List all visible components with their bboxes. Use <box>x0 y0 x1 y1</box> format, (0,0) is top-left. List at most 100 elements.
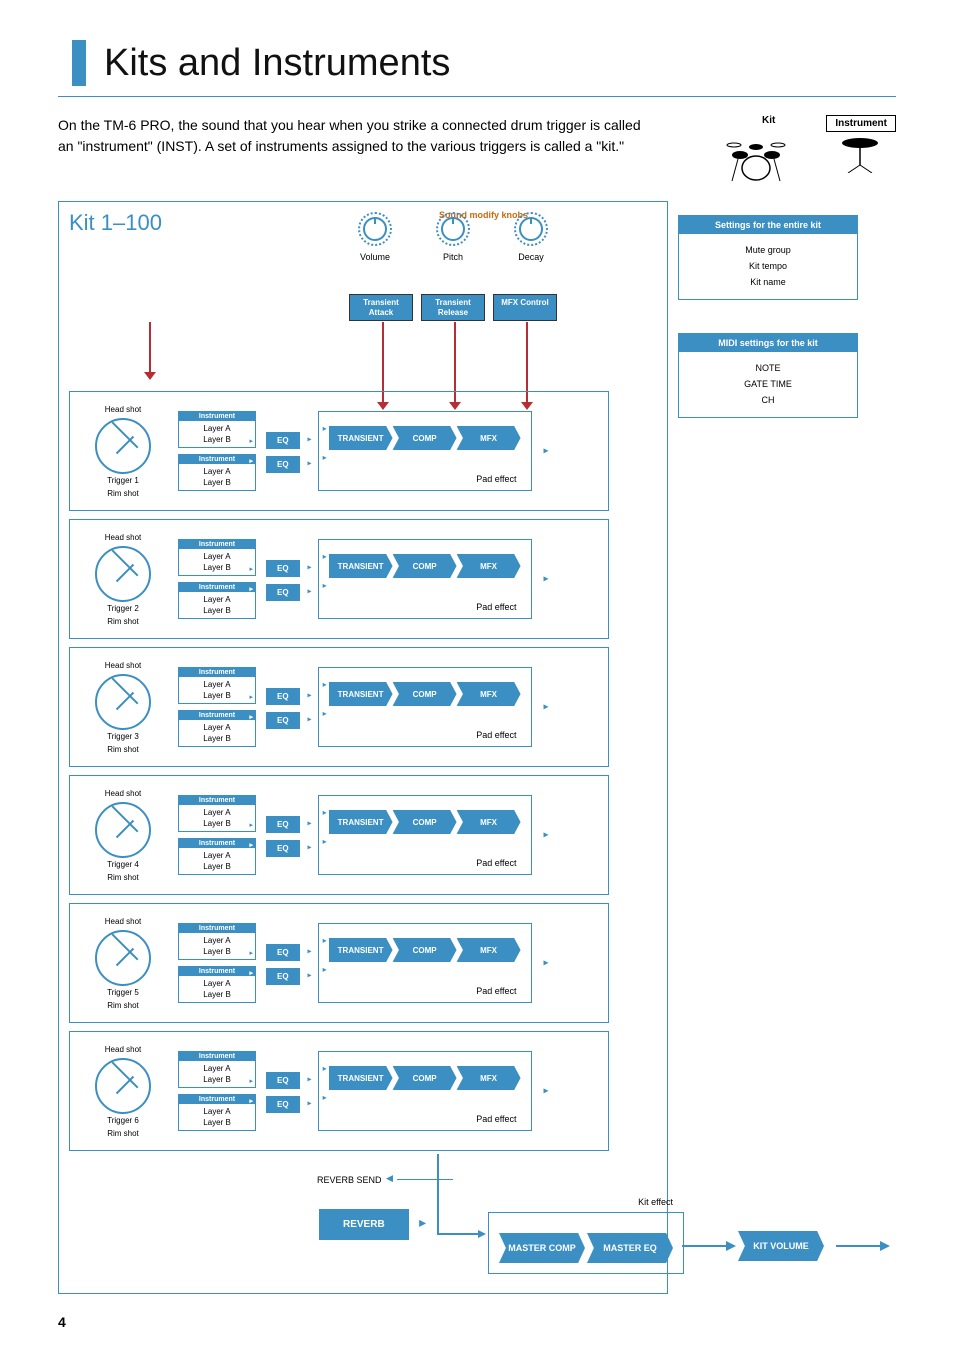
triangle-icon: ▸ <box>323 552 327 561</box>
eq-box: EQ <box>266 944 300 961</box>
flow-line-icon <box>428 1154 488 1264</box>
transient-chevron: TRANSIENT <box>329 1066 393 1090</box>
out-triangle-icon: ▸ <box>544 1086 549 1097</box>
reverb-box: REVERB <box>319 1209 409 1240</box>
page: Kits and Instruments On the TM-6 PRO, th… <box>0 0 954 1350</box>
head-shot-label: Head shot <box>78 1045 168 1054</box>
out-triangle-icon: ▸ <box>544 702 549 713</box>
pad-effect-label: Pad effect <box>329 1114 521 1124</box>
master-comp-chevron: MASTER COMP <box>499 1233 585 1263</box>
eq-box: EQ <box>266 584 300 601</box>
out-triangle-icon: ▸ <box>544 574 549 585</box>
pad-effect-box: ▸ ▸ TRANSIENT COMP MFX Pad effect ▸ <box>318 1051 532 1131</box>
trigger-pad-icon <box>95 674 151 730</box>
triangle-icon: ▸ <box>308 819 312 828</box>
trigger-pad-icon <box>95 802 151 858</box>
mfx-chevron: MFX <box>457 938 521 962</box>
triangle-icon: ▸ <box>323 936 327 945</box>
pad-effect-box: ▸ ▸ TRANSIENT COMP MFX Pad effect ▸ <box>318 539 532 619</box>
mfx-chevron: MFX <box>457 554 521 578</box>
page-number: 4 <box>58 1314 896 1330</box>
right-arrow-icon <box>682 1236 736 1256</box>
instrument-layers: Layer ALayer B <box>179 592 255 618</box>
trigger-pad-col: Head shot Trigger 6 Rim shot <box>78 1045 168 1138</box>
mfx-chevron: MFX <box>457 1066 521 1090</box>
triangle-icon: ▸ <box>249 1097 253 1105</box>
trigger-pad-icon <box>95 418 151 474</box>
midi-panel: MIDI settings for the kit NOTE GATE TIME… <box>678 333 858 418</box>
instrument-column: Instrument Layer ALayer B ▸ Instrument▸ … <box>178 795 256 876</box>
triangle-icon: ▸ <box>323 1093 327 1102</box>
instrument-layers: Layer ALayer B <box>179 677 255 703</box>
instrument-layers: Layer ALayer B <box>179 720 255 746</box>
instrument-header: Instrument▸ <box>179 967 255 976</box>
eq-box: EQ <box>266 456 300 473</box>
transient-attack-btn: Transient Attack <box>349 294 413 321</box>
comp-chevron: COMP <box>393 1066 457 1090</box>
instrument-box: Instrument Layer ALayer B ▸ <box>178 411 256 448</box>
triangle-icon: ▸ <box>308 459 312 468</box>
title-bar-icon <box>72 40 86 86</box>
instrument-layers: Layer ALayer B <box>179 421 255 447</box>
midi-panel-header: MIDI settings for the kit <box>679 334 857 352</box>
head-shot-label: Head shot <box>78 661 168 670</box>
mfx-chevron: MFX <box>457 682 521 706</box>
trigger-number: Trigger 4 <box>78 860 168 869</box>
triangle-icon: ▸ <box>308 715 312 724</box>
instrument-header: Instrument▸ <box>179 583 255 592</box>
eq-box: EQ <box>266 560 300 577</box>
instrument-header: Instrument <box>179 1052 255 1061</box>
intro-row: On the TM-6 PRO, the sound that you hear… <box>58 115 896 185</box>
settings-panel: Settings for the entire kit Mute group K… <box>678 215 858 300</box>
page-title: Kits and Instruments <box>104 42 450 85</box>
pad-effect-label: Pad effect <box>329 602 521 612</box>
rim-shot-label: Rim shot <box>78 1001 168 1010</box>
pad-chevron-row: TRANSIENT COMP MFX <box>329 938 521 962</box>
trigger-block: Head shot Trigger 3 Rim shot Instrument … <box>69 647 609 767</box>
instrument-layers: Layer ALayer B <box>179 976 255 1002</box>
instrument-box: Instrument▸ Layer ALayer B <box>178 838 256 875</box>
trigger-pad-col: Head shot Trigger 4 Rim shot <box>78 789 168 882</box>
instrument-header: Instrument <box>179 796 255 805</box>
trigger-block: Head shot Trigger 2 Rim shot Instrument … <box>69 519 609 639</box>
triangle-icon: ▸ <box>249 821 253 829</box>
triangle-icon: ▸ <box>323 965 327 974</box>
settings-item: Kit name <box>683 274 853 290</box>
eq-column: EQ▸ EQ▸ <box>266 686 300 728</box>
drum-kit-icon <box>726 133 786 183</box>
triangle-icon: ▸ <box>249 969 253 977</box>
rim-shot-label: Rim shot <box>78 489 168 498</box>
settings-panel-header: Settings for the entire kit <box>679 216 857 234</box>
trigger-number: Trigger 3 <box>78 732 168 741</box>
trigger-pad-col: Head shot Trigger 2 Rim shot <box>78 533 168 626</box>
triangle-icon: ▸ <box>323 424 327 433</box>
triangle-icon: ▸ <box>323 709 327 718</box>
transient-chevron: TRANSIENT <box>329 682 393 706</box>
knob-dial-icon <box>436 212 470 246</box>
master-eq-chevron: MASTER EQ <box>587 1233 673 1263</box>
instrument-column: Instrument Layer ALayer B ▸ Instrument▸ … <box>178 1051 256 1132</box>
instrument-header: Instrument <box>179 412 255 421</box>
kit-instrument-illustration: Kit Instrument <box>726 115 896 185</box>
instrument-layers: Layer ALayer B <box>179 933 255 959</box>
triangle-icon: ▸ <box>308 1075 312 1084</box>
rim-shot-label: Rim shot <box>78 617 168 626</box>
trigger-number: Trigger 2 <box>78 604 168 613</box>
triangle-icon: ▸ <box>249 585 253 593</box>
triangle-icon: ▸ <box>308 563 312 572</box>
right-arrow-icon: ▸ <box>419 1214 426 1230</box>
triangle-icon: ▸ <box>249 693 253 701</box>
knob-label: Decay <box>518 252 544 262</box>
instrument-layers: Layer ALayer B <box>179 549 255 575</box>
pad-chevron-row: TRANSIENT COMP MFX <box>329 426 521 450</box>
kit-effect-label: Kit effect <box>638 1197 673 1207</box>
triangle-icon: ▸ <box>308 843 312 852</box>
eq-box: EQ <box>266 968 300 985</box>
instrument-layers: Layer ALayer B <box>179 848 255 874</box>
intro-text: On the TM-6 PRO, the sound that you hear… <box>58 115 648 185</box>
triangle-icon: ▸ <box>308 971 312 980</box>
reverb-send-label: REVERB SEND <box>317 1175 382 1185</box>
instrument-header: Instrument▸ <box>179 455 255 464</box>
midi-item: GATE TIME <box>683 376 853 392</box>
trigger-pad-icon <box>95 930 151 986</box>
